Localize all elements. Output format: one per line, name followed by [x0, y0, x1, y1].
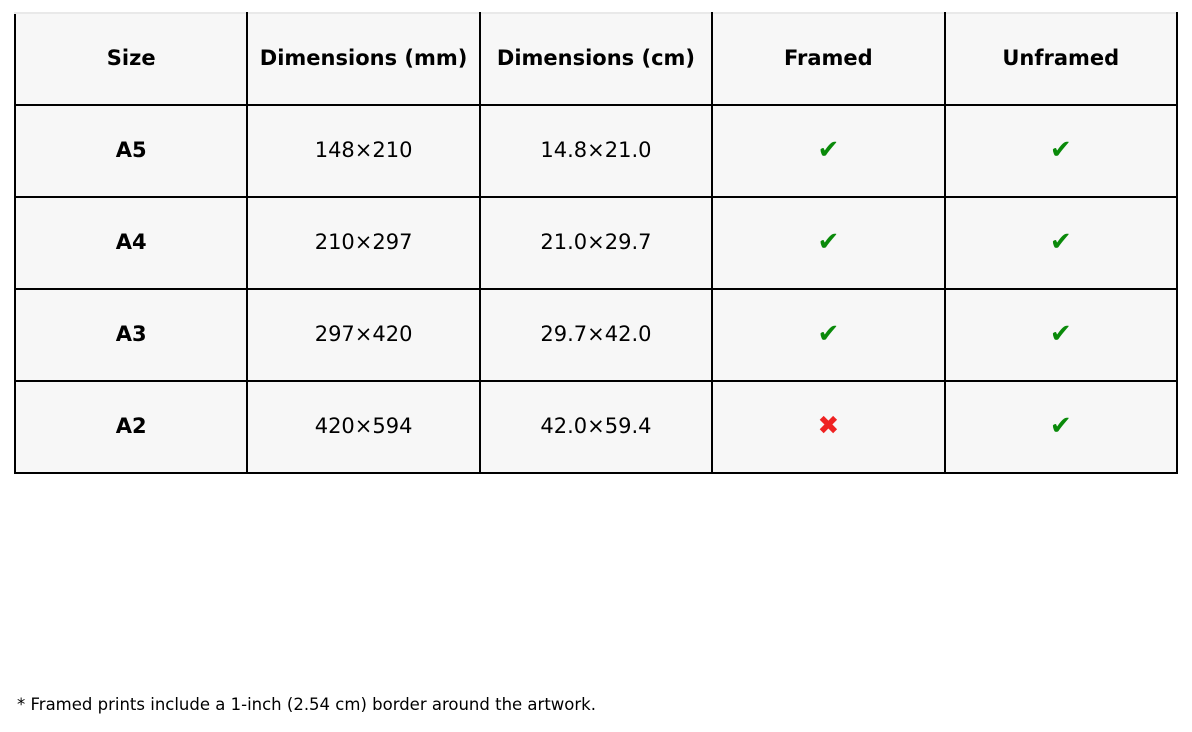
dimensions-cm-cell: 29.7×42.0: [478, 288, 714, 382]
table-row-a5: A5 148×210 14.8×21.0 ✔ ✔: [13, 104, 1179, 198]
column-header-size: Size: [13, 12, 249, 106]
check-icon: ✔: [1049, 135, 1072, 166]
check-icon: ✔: [817, 319, 840, 350]
column-header-framed: Framed: [711, 12, 946, 106]
footnote: * Framed prints include a 1-inch (2.54 c…: [17, 695, 596, 714]
unframed-cell: ✔: [943, 196, 1179, 290]
table-header-row: Size Dimensions (mm) Dimensions (cm) Fra…: [13, 12, 1179, 106]
check-icon: ✔: [817, 227, 840, 258]
cross-icon: ✖: [817, 411, 840, 442]
unframed-cell: ✔: [943, 104, 1179, 198]
check-icon: ✔: [817, 135, 840, 166]
dimensions-mm-cell: 210×297: [246, 196, 481, 290]
dimensions-cm-cell: 14.8×21.0: [478, 104, 714, 198]
print-size-availability-table: Size Dimensions (mm) Dimensions (cm) Fra…: [13, 12, 1179, 474]
check-icon: ✔: [1049, 227, 1072, 258]
size-cell: A4: [13, 196, 249, 290]
unframed-cell: ✔: [943, 380, 1179, 474]
dimensions-mm-cell: 148×210: [246, 104, 481, 198]
size-cell: A3: [13, 288, 249, 382]
dimensions-cm-cell: 42.0×59.4: [478, 380, 714, 474]
size-cell: A5: [13, 104, 249, 198]
column-header-dimensions-cm: Dimensions (cm): [478, 12, 714, 106]
size-cell: A2: [13, 380, 249, 474]
check-icon: ✔: [1049, 411, 1072, 442]
framed-cell: ✔: [711, 196, 946, 290]
check-icon: ✔: [1049, 319, 1072, 350]
table-row-a4: A4 210×297 21.0×29.7 ✔ ✔: [13, 196, 1179, 290]
table-row-a2: A2 420×594 42.0×59.4 ✖ ✔: [13, 380, 1179, 474]
framed-cell: ✔: [711, 104, 946, 198]
column-header-unframed: Unframed: [943, 12, 1179, 106]
framed-cell: ✔: [711, 288, 946, 382]
framed-cell: ✖: [711, 380, 946, 474]
column-header-dimensions-mm: Dimensions (mm): [246, 12, 481, 106]
dimensions-cm-cell: 21.0×29.7: [478, 196, 714, 290]
unframed-cell: ✔: [943, 288, 1179, 382]
dimensions-mm-cell: 420×594: [246, 380, 481, 474]
dimensions-mm-cell: 297×420: [246, 288, 481, 382]
table-row-a3: A3 297×420 29.7×42.0 ✔ ✔: [13, 288, 1179, 382]
